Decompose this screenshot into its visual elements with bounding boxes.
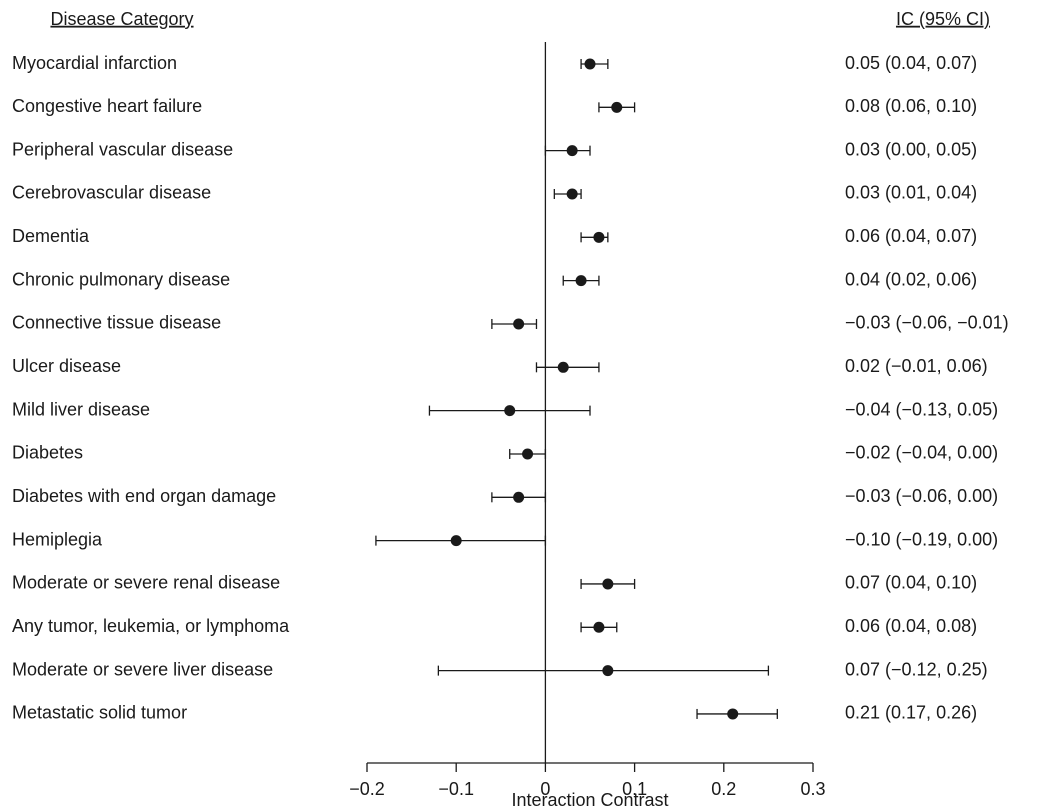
category-label: Chronic pulmonary disease bbox=[12, 269, 230, 289]
x-tick-label: −0.2 bbox=[349, 779, 385, 799]
value-label: 0.06 (0.04, 0.08) bbox=[845, 616, 977, 636]
x-tick-label: 0.2 bbox=[711, 779, 736, 799]
value-label: 0.03 (0.01, 0.04) bbox=[845, 183, 977, 203]
point-estimate bbox=[593, 621, 605, 633]
value-label: −0.03 (−0.06, −0.01) bbox=[845, 313, 1009, 333]
value-label: −0.03 (−0.06, 0.00) bbox=[845, 486, 998, 506]
x-tick-label: 0.1 bbox=[622, 779, 647, 799]
value-label: 0.07 (−0.12, 0.25) bbox=[845, 659, 988, 679]
category-label: Peripheral vascular disease bbox=[12, 139, 233, 159]
value-label: 0.08 (0.06, 0.10) bbox=[845, 96, 977, 116]
category-header: Disease Category bbox=[50, 9, 193, 29]
x-tick-label: −0.1 bbox=[438, 779, 474, 799]
category-label: Dementia bbox=[12, 226, 90, 246]
point-estimate bbox=[513, 318, 525, 330]
value-label: −0.10 (−0.19, 0.00) bbox=[845, 529, 998, 549]
category-label: Mild liver disease bbox=[12, 399, 150, 419]
value-label: −0.02 (−0.04, 0.00) bbox=[845, 443, 998, 463]
point-estimate bbox=[593, 231, 605, 243]
x-tick-label: 0.3 bbox=[800, 779, 825, 799]
point-estimate bbox=[727, 708, 739, 720]
point-estimate bbox=[566, 188, 578, 200]
category-label: Congestive heart failure bbox=[12, 96, 202, 116]
point-estimate bbox=[611, 101, 623, 113]
x-tick-label: 0 bbox=[540, 779, 550, 799]
point-estimate bbox=[557, 361, 569, 373]
point-estimate bbox=[450, 535, 462, 547]
value-label: −0.04 (−0.13, 0.05) bbox=[845, 399, 998, 419]
point-estimate bbox=[602, 578, 614, 590]
category-label: Ulcer disease bbox=[12, 356, 121, 376]
category-label: Hemiplegia bbox=[12, 529, 103, 549]
category-label: Moderate or severe renal disease bbox=[12, 573, 280, 593]
value-label: 0.06 (0.04, 0.07) bbox=[845, 226, 977, 246]
category-label: Myocardial infarction bbox=[12, 53, 177, 73]
point-estimate bbox=[513, 491, 525, 503]
category-label: Diabetes bbox=[12, 443, 83, 463]
value-label: 0.02 (−0.01, 0.06) bbox=[845, 356, 988, 376]
value-header: IC (95% CI) bbox=[896, 9, 990, 29]
point-estimate bbox=[522, 448, 534, 460]
point-estimate bbox=[602, 665, 614, 677]
value-label: 0.21 (0.17, 0.26) bbox=[845, 703, 977, 723]
value-label: 0.03 (0.00, 0.05) bbox=[845, 139, 977, 159]
value-label: 0.07 (0.04, 0.10) bbox=[845, 573, 977, 593]
value-label: 0.05 (0.04, 0.07) bbox=[845, 53, 977, 73]
category-label: Moderate or severe liver disease bbox=[12, 659, 273, 679]
category-label: Any tumor, leukemia, or lymphoma bbox=[12, 616, 290, 636]
category-label: Cerebrovascular disease bbox=[12, 183, 211, 203]
value-label: 0.04 (0.02, 0.06) bbox=[845, 269, 977, 289]
category-label: Metastatic solid tumor bbox=[12, 703, 187, 723]
category-label: Diabetes with end organ damage bbox=[12, 486, 276, 506]
point-estimate bbox=[504, 405, 516, 417]
category-label: Connective tissue disease bbox=[12, 313, 221, 333]
point-estimate bbox=[575, 275, 587, 287]
x-axis-title: Interaction Contrast bbox=[511, 790, 668, 810]
point-estimate bbox=[566, 145, 578, 157]
point-estimate bbox=[584, 58, 596, 70]
